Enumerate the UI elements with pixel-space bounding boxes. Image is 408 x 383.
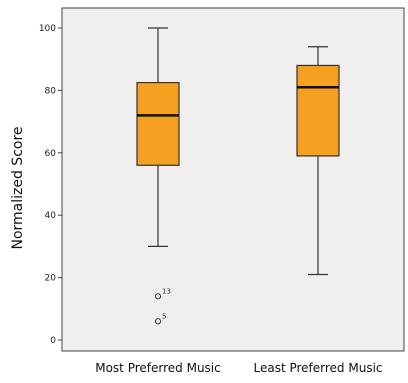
x-category-label: Most Preferred Music [95,361,221,375]
box-least-preferred [296,64,340,157]
plot-area [61,7,405,352]
outlier-label: 13 [162,287,171,295]
outlier-label: 5 [162,312,166,320]
outlier-point [154,293,162,300]
y-axis: 0 20 40 60 80 100 [39,24,62,346]
box-most-preferred [136,81,180,166]
y-tick-label: 20 [45,274,57,284]
outlier-point [154,318,162,325]
x-axis-labels: Most Preferred Music Least Preferred Musi… [95,361,382,375]
y-tick-label: 40 [45,211,57,221]
box-series: 13 5 [136,27,340,325]
y-tick-label: 80 [45,86,57,96]
y-tick-label: 60 [45,149,57,159]
x-category-label: Least Preferred Music [253,361,382,375]
y-tick-label: 0 [50,336,56,346]
y-axis-title: Normalized Score [10,126,26,249]
y-tick-label: 100 [39,24,56,34]
